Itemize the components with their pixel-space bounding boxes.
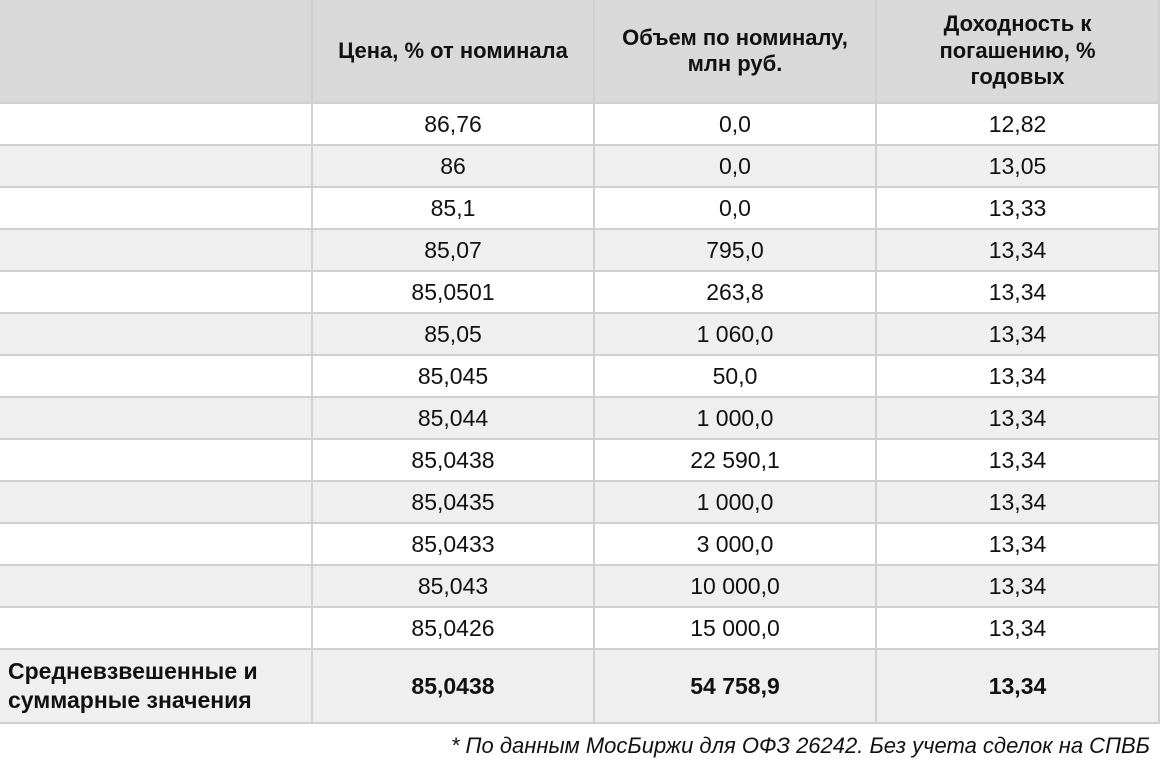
table-cell: 13,34 [877, 398, 1160, 440]
row-label-cell [0, 314, 313, 356]
header-cell [0, 0, 313, 104]
table-cell: 85,0426 [313, 608, 595, 650]
table-cell: 85,0435 [313, 482, 595, 524]
table-cell: 13,34 [877, 482, 1160, 524]
row-label-cell [0, 146, 313, 188]
table-cell: 0,0 [595, 188, 877, 230]
table-cell: 86 [313, 146, 595, 188]
table-cell: 13,05 [877, 146, 1160, 188]
row-label-cell [0, 440, 313, 482]
table-cell: 1 000,0 [595, 482, 877, 524]
table-cell: 13,34 [877, 230, 1160, 272]
summary-value: 13,34 [877, 650, 1160, 724]
table-cell: 1 000,0 [595, 398, 877, 440]
row-label-cell [0, 398, 313, 440]
table-cell: 13,34 [877, 440, 1160, 482]
table-cell: 10 000,0 [595, 566, 877, 608]
row-label-cell [0, 188, 313, 230]
table-cell: 13,34 [877, 608, 1160, 650]
row-label-cell [0, 272, 313, 314]
table-cell: 85,043 [313, 566, 595, 608]
table-cell: 85,045 [313, 356, 595, 398]
table-cell: 3 000,0 [595, 524, 877, 566]
table-cell: 85,1 [313, 188, 595, 230]
column-header: Объем по номиналу, млн руб. [595, 0, 877, 104]
table-cell: 0,0 [595, 146, 877, 188]
row-label-cell [0, 608, 313, 650]
summary-value: 54 758,9 [595, 650, 877, 724]
table-cell: 263,8 [595, 272, 877, 314]
column-header: Цена, % от номинала [313, 0, 595, 104]
table-cell: 12,82 [877, 104, 1160, 146]
table-cell: 795,0 [595, 230, 877, 272]
column-header: Доходность к погашению, % годовых [877, 0, 1160, 104]
table-cell: 85,044 [313, 398, 595, 440]
table-cell: 1 060,0 [595, 314, 877, 356]
row-label-cell [0, 356, 313, 398]
table-cell: 22 590,1 [595, 440, 877, 482]
table-cell: 0,0 [595, 104, 877, 146]
table-cell: 50,0 [595, 356, 877, 398]
row-label-cell [0, 230, 313, 272]
table-cell: 85,05 [313, 314, 595, 356]
table-cell: 13,34 [877, 314, 1160, 356]
table-cell: 85,0501 [313, 272, 595, 314]
row-label-cell [0, 104, 313, 146]
table-cell: 85,0433 [313, 524, 595, 566]
table-cell: 13,33 [877, 188, 1160, 230]
row-label-cell [0, 482, 313, 524]
table-cell: 15 000,0 [595, 608, 877, 650]
footnote: * По данным МосБиржи для ОФЗ 26242. Без … [450, 733, 1150, 758]
row-label-cell [0, 566, 313, 608]
table-cell: 13,34 [877, 524, 1160, 566]
table-cell: 85,0438 [313, 440, 595, 482]
table-cell: 86,76 [313, 104, 595, 146]
table-cell: 13,34 [877, 272, 1160, 314]
summary-label: Средневзвешенные и суммарные значения [0, 650, 313, 724]
table-cell: 85,07 [313, 230, 595, 272]
row-label-cell [0, 524, 313, 566]
table-cell: 13,34 [877, 356, 1160, 398]
table-cell: 13,34 [877, 566, 1160, 608]
summary-value: 85,0438 [313, 650, 595, 724]
